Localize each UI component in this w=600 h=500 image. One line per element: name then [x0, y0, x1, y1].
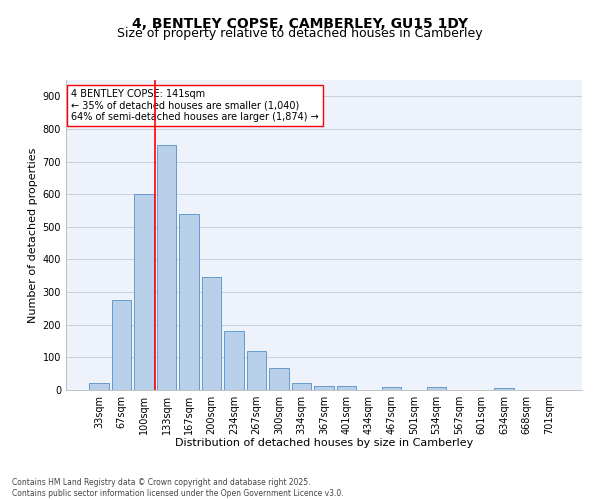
Text: 4 BENTLEY COPSE: 141sqm
← 35% of detached houses are smaller (1,040)
64% of semi: 4 BENTLEY COPSE: 141sqm ← 35% of detache… [71, 90, 319, 122]
Bar [157, 146, 176, 390]
Text: Size of property relative to detached houses in Camberley: Size of property relative to detached ho… [117, 28, 483, 40]
Bar [494, 388, 514, 390]
Text: 4, BENTLEY COPSE, CAMBERLEY, GU15 1DY: 4, BENTLEY COPSE, CAMBERLEY, GU15 1DY [132, 18, 468, 32]
Bar [202, 278, 221, 390]
X-axis label: Distribution of detached houses by size in Camberley: Distribution of detached houses by size … [175, 438, 473, 448]
Bar [292, 383, 311, 390]
Bar [314, 386, 334, 390]
Bar [269, 368, 289, 390]
Bar [382, 386, 401, 390]
Bar [427, 388, 446, 390]
Bar [247, 351, 266, 390]
Bar [112, 300, 131, 390]
Y-axis label: Number of detached properties: Number of detached properties [28, 148, 38, 322]
Bar [224, 332, 244, 390]
Bar [337, 386, 356, 390]
Bar [89, 384, 109, 390]
Bar [134, 194, 154, 390]
Text: Contains HM Land Registry data © Crown copyright and database right 2025.
Contai: Contains HM Land Registry data © Crown c… [12, 478, 344, 498]
Bar [179, 214, 199, 390]
